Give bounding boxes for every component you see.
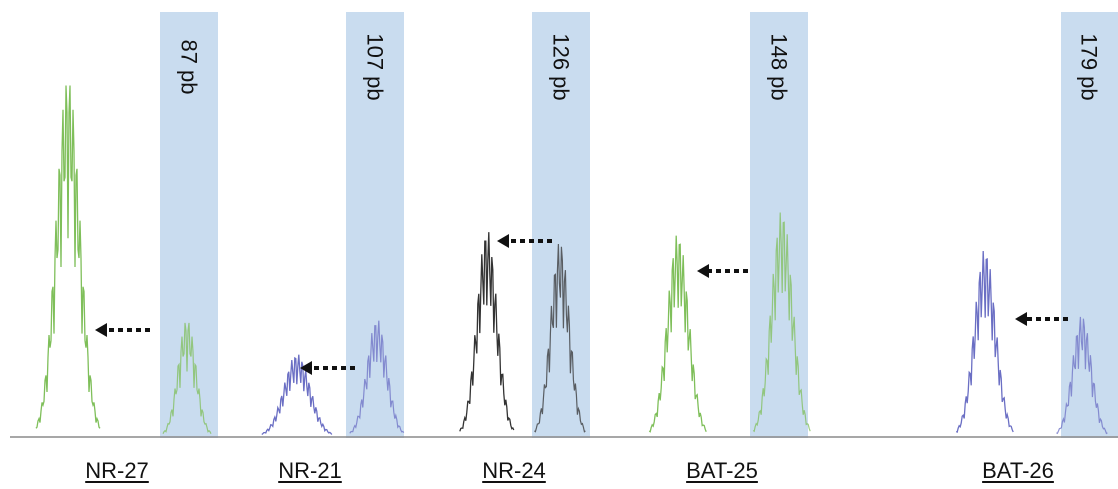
shifted-peak-nr-27: [35, 85, 101, 429]
marker-label-bat25: BAT-25: [686, 458, 758, 483]
size-band-107: [346, 12, 404, 438]
band-label-179: 179 pb: [1077, 33, 1103, 101]
marker-label-nr24: NR-24: [482, 458, 546, 483]
shifted-peak-bat-26: [955, 250, 1014, 433]
shift-arrow-head-nr-21: [300, 361, 312, 375]
band-label-107: 107 pb: [363, 33, 389, 101]
marker-label-nr27: NR-27: [85, 458, 149, 483]
reference-peak-bat-26: [1056, 316, 1108, 435]
marker-label-bat26: BAT-26: [982, 458, 1054, 483]
shift-arrow-head-nr-27: [95, 323, 107, 337]
reference-peak-nr-21: [349, 320, 405, 434]
reference-peak-nr-27: [162, 322, 212, 434]
shift-arrow-head-bat-25: [697, 264, 709, 278]
shifted-peak-nr-21: [261, 354, 333, 436]
reference-peak-bat-25: [752, 212, 811, 433]
band-label-87: 87 pb: [177, 39, 202, 95]
size-band-126: [532, 12, 590, 438]
shifted-peak-bat-25: [648, 235, 707, 433]
size-band-87: [160, 12, 218, 438]
band-label-148: 148 pb: [767, 33, 793, 101]
reference-peak-nr-24: [534, 243, 586, 433]
shift-arrow-head-bat-26: [1015, 312, 1027, 326]
shift-arrow-head-nr-24: [497, 234, 509, 248]
band-label-126: 126 pb: [549, 33, 575, 101]
marker-label-nr21: NR-21: [278, 458, 342, 483]
shifted-peak-nr-24: [459, 232, 515, 432]
